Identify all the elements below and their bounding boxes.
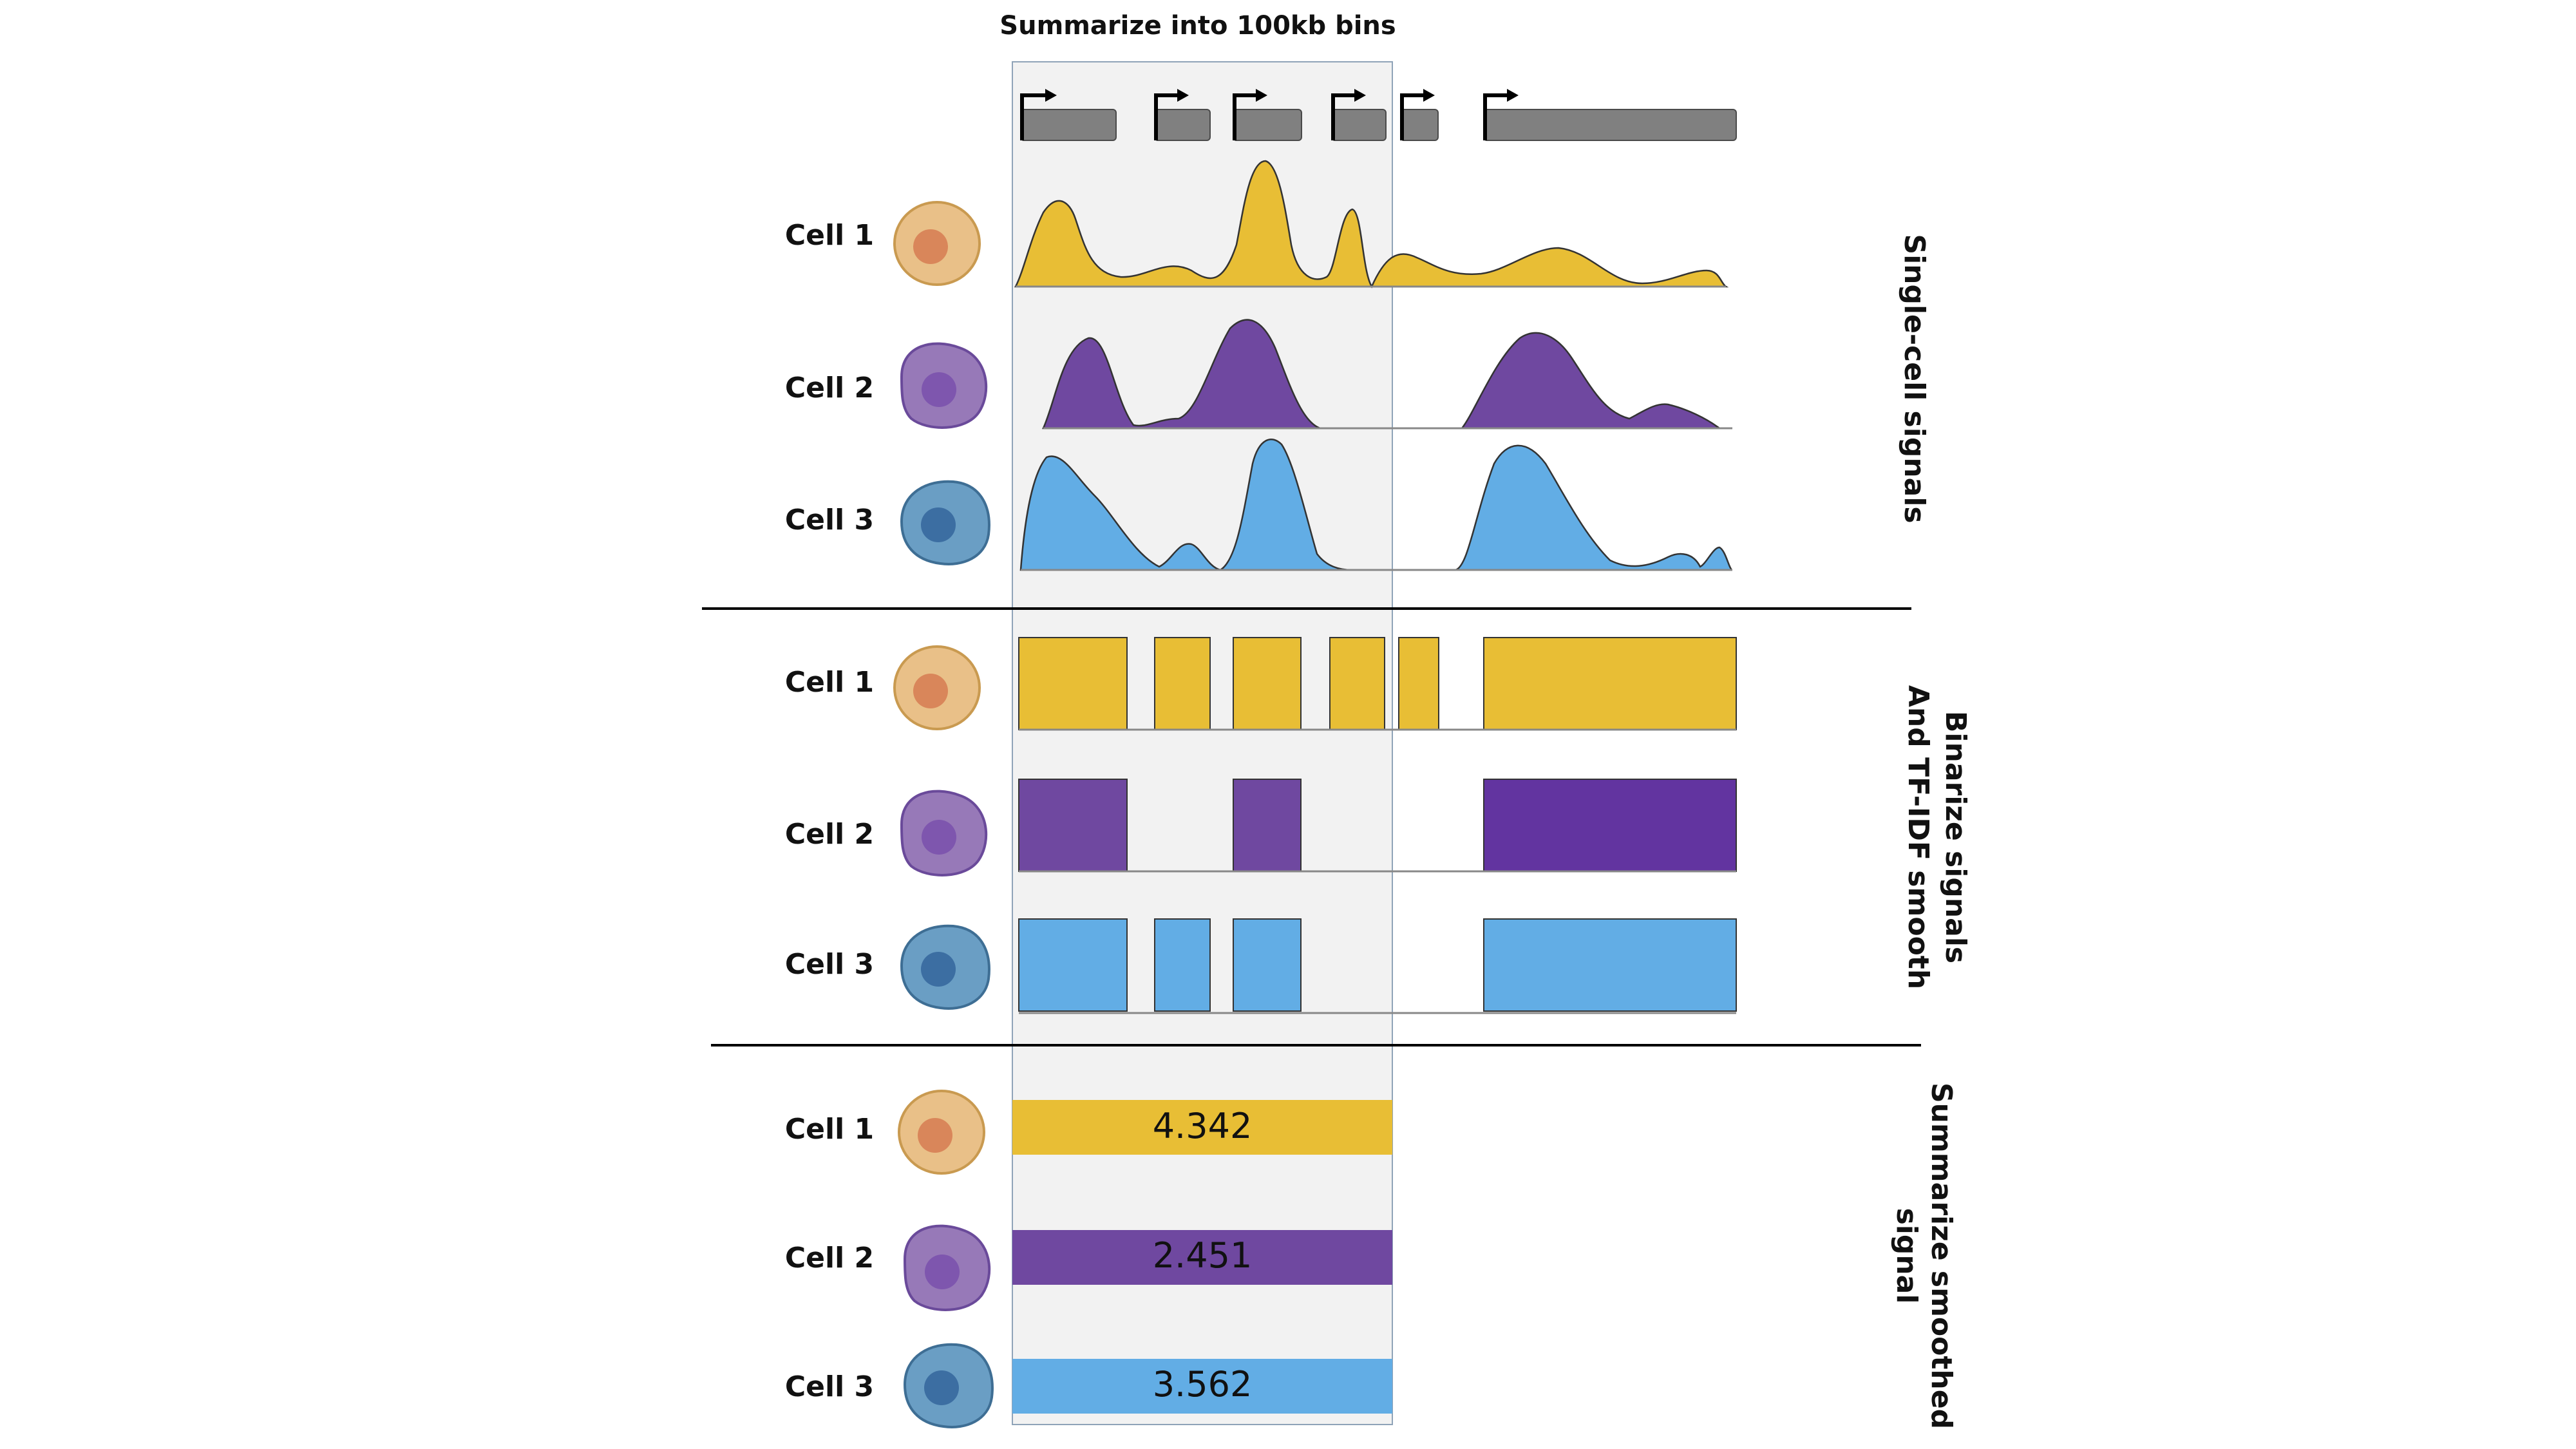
cell-label: Cell 3 <box>785 948 874 981</box>
section-single-cell: Cell 1 Cell 2 Cell 3 Single-cell signals <box>785 160 1931 571</box>
tss-arrow-icon <box>1483 93 1508 140</box>
section-label: Single-cell signals <box>1898 234 1931 523</box>
cell-label: Cell 2 <box>785 1242 874 1274</box>
summary-value: 2.451 <box>1153 1235 1253 1276</box>
tss-arrow-icon <box>1020 93 1046 140</box>
summary-bar <box>1012 1100 1392 1155</box>
bin-header: Summarize into 100kb bins <box>999 11 1396 41</box>
cell-3-icon <box>900 924 990 1010</box>
bin-window <box>1012 61 1393 1425</box>
section-label: And TF-IDF smooth <box>1902 685 1935 989</box>
cell-label: Cell 1 <box>785 666 874 699</box>
cell-label: Cell 2 <box>785 372 874 404</box>
cell-1-signal <box>1014 160 1729 289</box>
cell-2-icon <box>900 790 988 876</box>
section-summarize: Cell 1 4.342 Cell 2 2.451 Cell 3 3.562 S… <box>785 1083 1958 1429</box>
section-label: Summarize smoothed <box>1925 1083 1958 1429</box>
tss-arrow-icon <box>1154 93 1179 140</box>
cell-1-icon <box>893 201 981 286</box>
summary-value: 4.342 <box>1153 1106 1253 1146</box>
gene-track <box>1020 89 1737 141</box>
gene-6 <box>1483 89 1737 141</box>
cell-label: Cell 1 <box>785 1113 874 1146</box>
cell-1-binary-track <box>1018 637 1737 730</box>
cell-2-signal <box>1042 319 1722 430</box>
summary-value: 3.562 <box>1153 1364 1253 1405</box>
cell-1-icon <box>898 1090 985 1175</box>
cell-3-icon <box>900 480 990 565</box>
tss-arrow-icon <box>1331 93 1356 140</box>
cell-label: Cell 3 <box>785 1370 874 1403</box>
cell-label: Cell 2 <box>785 818 874 851</box>
gene-3 <box>1233 89 1302 141</box>
gene-1 <box>1020 89 1117 141</box>
cell-label: Cell 3 <box>785 504 874 536</box>
summary-bar <box>1012 1359 1392 1414</box>
cell-2-icon <box>900 342 988 429</box>
cell-1-icon <box>893 645 981 730</box>
cell-2-icon <box>903 1224 991 1311</box>
section-label: Binarize signals <box>1939 711 1972 963</box>
cell-3-binary-track <box>1018 918 1737 1012</box>
gene-4 <box>1331 89 1387 141</box>
tss-arrow-icon <box>1400 93 1425 140</box>
gene-2 <box>1154 89 1211 141</box>
cell-3-signal <box>1019 439 1733 571</box>
gene-5 <box>1400 89 1439 141</box>
cell-3-icon <box>903 1343 994 1428</box>
summary-bar <box>1012 1230 1392 1285</box>
cell-label: Cell 1 <box>785 219 874 252</box>
section-label: signal <box>1890 1208 1923 1304</box>
tss-arrow-icon <box>1233 93 1257 140</box>
section-binarize: Cell 1 Cell 2 Cell 3 <box>785 637 1972 1014</box>
